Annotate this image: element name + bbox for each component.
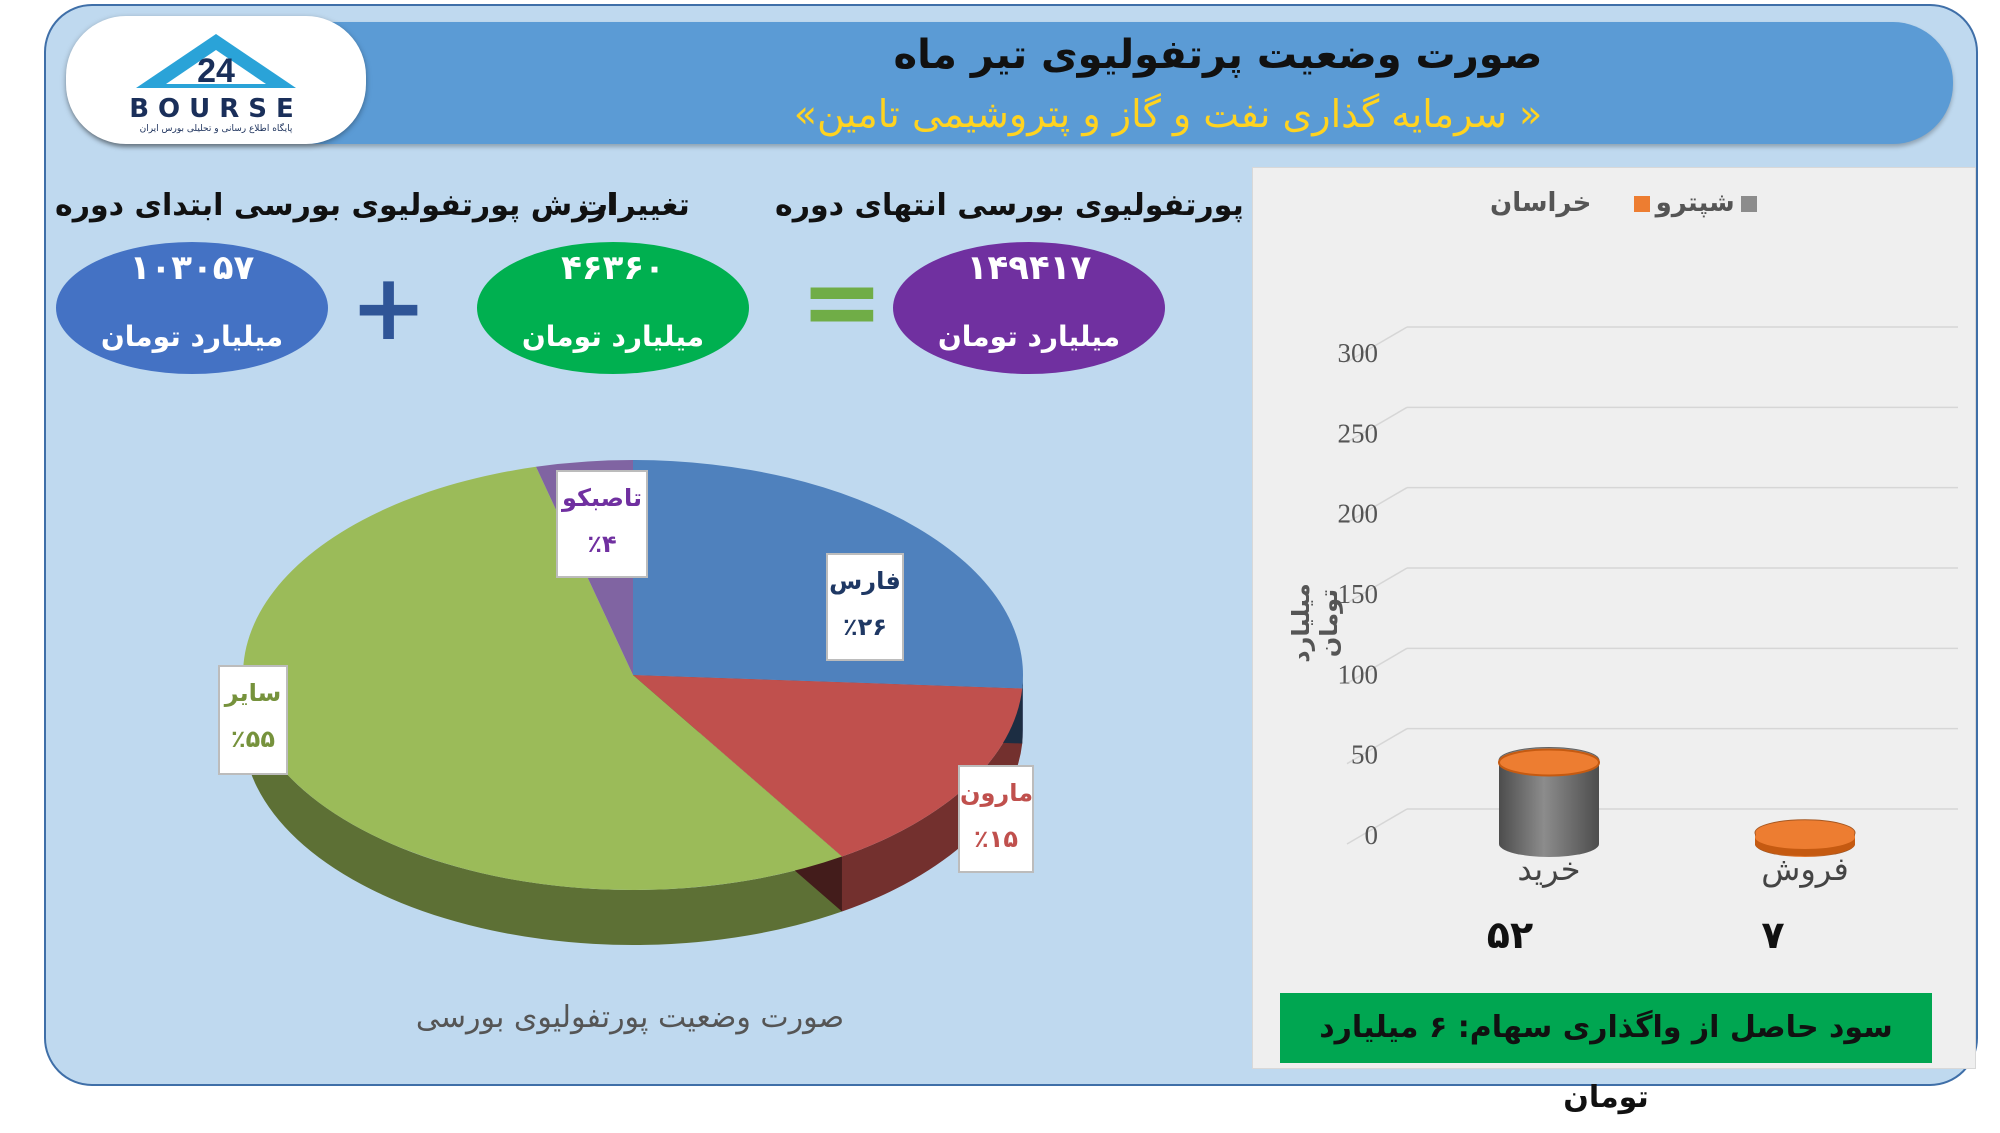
page-subtitle: «سرمایه گذاری نفت و گاز و پتروشیمی تامین… — [793, 92, 1543, 136]
pie-slice-2 — [243, 466, 842, 890]
y-tick-0: 0 — [1365, 820, 1379, 850]
change-value-bubble: ۴۶۳۶۰ میلیارد تومان — [477, 242, 749, 374]
pie-callout-tasbco: تاصبکو ٪۴ — [556, 470, 648, 578]
y-tick-6: 300 — [1338, 338, 1379, 368]
bar-cap-0 — [1498, 748, 1600, 777]
legend-swatch-shaptro — [1633, 195, 1650, 212]
y-tick-4: 200 — [1338, 499, 1379, 529]
grid-side-0 — [1346, 808, 1408, 845]
bar-legend: شپترو خراسان — [1490, 188, 1763, 218]
change-value: ۴۶۳۶۰ — [561, 248, 665, 288]
grid-side-4 — [1346, 487, 1408, 524]
x-tick-1: فروش — [1761, 850, 1848, 888]
trade-bar-chart: 0 50 100 150 200 250 300 خرید ۵۲ فروش ۷ — [1338, 326, 1958, 957]
bar-total-0: ۵۲ — [1487, 913, 1533, 957]
bar-cap-1 — [1755, 825, 1855, 849]
pie-value-maroon: ٪۱۵ — [974, 825, 1018, 853]
grid-side-6 — [1346, 326, 1408, 363]
logo-wordmark: BOURSE — [129, 94, 303, 124]
start-value-bubble: ۱۰۳۰۵۷ میلیارد تومان — [56, 242, 328, 374]
page-title: صورت وضعیت پرتفولیوی تیر ماه — [893, 32, 1543, 78]
grid-side-2 — [1346, 647, 1408, 684]
pie-side-1 — [841, 688, 1023, 912]
pie-side-0 — [1022, 675, 1023, 744]
bourse24-logo: 24 BOURSE پایگاه اطلاع رسانی و تحلیلی بو… — [66, 16, 366, 144]
pie-value-fars: ٪۲۶ — [843, 613, 887, 641]
grid-side-1 — [1346, 728, 1408, 765]
legend-label-shaptro: شپترو — [1655, 188, 1735, 218]
end-value: ۱۴۹۴۱۷ — [966, 248, 1092, 288]
equals-icon: = — [800, 243, 884, 360]
pie-slice-1 — [633, 675, 1023, 857]
change-value-unit: میلیارد تومان — [521, 320, 705, 353]
end-value-bubble: ۱۴۹۴۱۷ میلیارد تومان — [893, 242, 1165, 374]
grid-side-3 — [1346, 567, 1408, 604]
pie-value-other: ٪۵۵ — [231, 725, 275, 753]
x-tick-0: خرید — [1517, 850, 1580, 888]
pie-side-2 — [243, 675, 842, 946]
y-tick-1: 50 — [1351, 740, 1378, 770]
logo-roof-icon: 24 — [136, 34, 296, 90]
start-value: ۱۰۳۰۵۷ — [129, 248, 255, 288]
pie-callout-maroon: مارون ٪۱۵ — [958, 765, 1034, 873]
change-label: تغییرات — [578, 188, 690, 223]
pie-label-other: سایر — [224, 679, 282, 707]
y-tick-5: 250 — [1338, 418, 1379, 448]
end-value-label: ارزش پورتفولیوی بورسی انتهای دوره — [775, 188, 1341, 223]
pie-label-fars: فارس — [829, 567, 901, 595]
legend-swatch-khorasan — [1740, 195, 1757, 212]
pie-label-maroon: مارون — [960, 779, 1034, 807]
sale-profit-banner: سود حاصل از واگذاری سهام: ۶ میلیارد توما… — [1280, 993, 1932, 1115]
start-value-unit: میلیارد تومان — [100, 320, 284, 353]
grid-side-5 — [1346, 406, 1408, 443]
trade-chart-panel — [1252, 167, 1976, 1069]
plus-icon: + — [350, 254, 428, 361]
end-value-unit: میلیارد تومان — [937, 320, 1121, 353]
portfolio-pie-chart — [243, 460, 1023, 946]
pie-chart-title: صورت وضعیت پورتفولیوی بورسی — [415, 1000, 845, 1035]
header-banner: صورت وضعیت پرتفولیوی تیر ماه «سرمایه گذا… — [68, 22, 1953, 144]
y-tick-3: 150 — [1338, 579, 1379, 609]
bar-total-1: ۷ — [1761, 913, 1784, 957]
pie-value-tasbco: ٪۴ — [587, 530, 617, 558]
logo-caption: پایگاه اطلاع رسانی و تحلیلی بورس ایران — [139, 124, 293, 134]
start-value-label: ارزش پورتفولیوی بورسی ابتدای دوره — [55, 188, 617, 223]
pie-callout-fars: فارس ٪۲۶ — [826, 553, 904, 661]
y-tick-2: 100 — [1338, 659, 1379, 689]
bar-y-axis-label: میلیارد تومان — [1287, 583, 1343, 663]
legend-label-khorasan: خراسان — [1490, 188, 1592, 218]
pie-callout-other: سایر ٪۵۵ — [218, 665, 288, 775]
logo-number: 24 — [197, 52, 235, 90]
pie-label-tasbco: تاصبکو — [561, 484, 642, 512]
